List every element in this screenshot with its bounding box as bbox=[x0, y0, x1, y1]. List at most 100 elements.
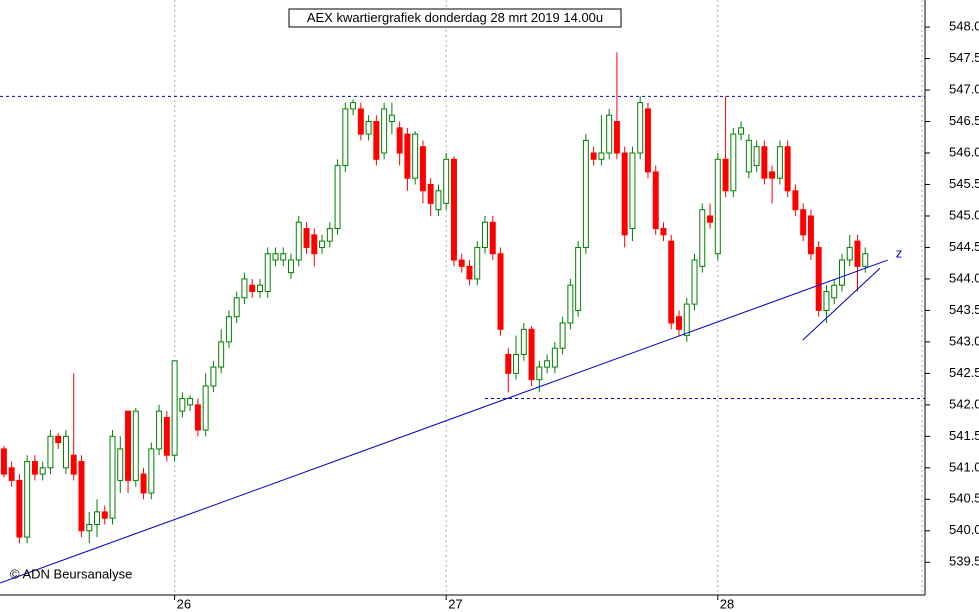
candle-body bbox=[544, 360, 551, 368]
candle-body bbox=[350, 102, 357, 110]
candle-body bbox=[55, 435, 62, 444]
candle-body bbox=[39, 467, 46, 475]
y-tick-label: 544.5 bbox=[949, 239, 979, 254]
candle-body bbox=[16, 479, 23, 538]
candle-body bbox=[567, 284, 574, 324]
candle-body bbox=[505, 353, 512, 374]
candle-body bbox=[171, 360, 178, 456]
candle-body bbox=[288, 259, 294, 274]
candle-body bbox=[644, 108, 651, 173]
candle-body bbox=[272, 253, 279, 261]
candle-body bbox=[210, 366, 217, 387]
source: © ADN Beursanalyse bbox=[10, 566, 132, 581]
candle-body bbox=[807, 215, 814, 255]
candle-body bbox=[24, 461, 31, 538]
candle-body bbox=[256, 284, 263, 293]
candle-body bbox=[753, 146, 760, 167]
candle-body bbox=[722, 158, 729, 192]
candle-body bbox=[125, 410, 132, 481]
candle-body bbox=[497, 253, 504, 330]
candle-body bbox=[489, 221, 496, 255]
y-tick-label: 539.5 bbox=[949, 554, 979, 569]
candle-body bbox=[427, 183, 434, 204]
candle-body bbox=[482, 221, 488, 248]
y-tick-label: 540.5 bbox=[949, 491, 979, 506]
candle-body bbox=[70, 454, 77, 475]
trend-line bbox=[0, 259, 888, 584]
candle-body bbox=[94, 511, 100, 525]
candle-body bbox=[396, 127, 403, 154]
candle-body bbox=[466, 265, 473, 280]
candle-body bbox=[443, 158, 450, 204]
candle-body bbox=[86, 523, 93, 532]
candle-body bbox=[47, 435, 54, 469]
trend-line bbox=[802, 267, 881, 341]
candle-body bbox=[319, 240, 326, 248]
candle-body bbox=[373, 121, 380, 160]
candle-body bbox=[621, 152, 628, 236]
candle-body bbox=[582, 139, 589, 248]
candle-body bbox=[776, 146, 783, 179]
candle-body bbox=[800, 209, 807, 236]
candle-body bbox=[303, 228, 310, 248]
x-tick-label: 28 bbox=[720, 596, 734, 611]
candle-body bbox=[225, 316, 232, 343]
plot-area bbox=[0, 0, 925, 595]
candle-body bbox=[714, 158, 721, 255]
candle-body bbox=[691, 259, 698, 305]
y-tick-label: 542.5 bbox=[949, 365, 979, 380]
chart-title: AEX kwartiergrafiek donderdag 28 mrt 201… bbox=[307, 10, 603, 25]
candle-body bbox=[683, 303, 690, 337]
candle-body bbox=[815, 246, 822, 311]
candle-body bbox=[218, 341, 225, 368]
candle-body bbox=[629, 152, 636, 230]
candle-body bbox=[109, 435, 116, 519]
candle-body bbox=[854, 240, 861, 267]
y-tick-label: 543.0 bbox=[949, 333, 979, 348]
candle-body bbox=[187, 398, 194, 406]
y-tick-label: 541.0 bbox=[949, 459, 979, 474]
y-tick-label: 547.0 bbox=[949, 81, 979, 96]
y-tick-label: 545.0 bbox=[949, 207, 979, 222]
candle-body bbox=[0, 448, 7, 475]
candle-body bbox=[590, 152, 597, 160]
candle-body bbox=[388, 114, 395, 123]
candle-body bbox=[163, 416, 170, 456]
y-tick-label: 542.0 bbox=[949, 396, 979, 411]
candle-body bbox=[528, 328, 535, 381]
y-tick-label: 546.0 bbox=[949, 144, 979, 159]
candle-body bbox=[738, 127, 745, 135]
candle-body bbox=[559, 322, 566, 349]
candle-body bbox=[140, 473, 147, 494]
candle-body bbox=[846, 246, 853, 261]
candle-body bbox=[62, 435, 69, 469]
candle-body bbox=[761, 146, 768, 179]
candle-body bbox=[117, 448, 124, 481]
candle-body bbox=[179, 398, 186, 412]
candle-body bbox=[295, 221, 302, 261]
candle-body bbox=[458, 259, 465, 267]
candle-body bbox=[404, 133, 411, 179]
candle-body bbox=[419, 146, 426, 192]
candle-body bbox=[707, 215, 714, 223]
annotation: z bbox=[896, 245, 903, 260]
candle-body bbox=[637, 102, 644, 154]
candle-body bbox=[575, 246, 582, 311]
candle-body bbox=[613, 121, 620, 154]
candle-body bbox=[202, 385, 209, 431]
candle-body bbox=[241, 278, 248, 299]
candle-body bbox=[823, 291, 830, 311]
candle-body bbox=[233, 297, 240, 318]
candle-body bbox=[699, 209, 706, 267]
y-tick-label: 541.5 bbox=[949, 428, 979, 443]
candle-body bbox=[342, 108, 349, 167]
candle-body bbox=[474, 246, 481, 280]
candle-body bbox=[668, 240, 675, 324]
candle-body bbox=[357, 108, 364, 135]
candle-body bbox=[311, 234, 318, 255]
candle-body bbox=[838, 259, 845, 286]
candle-body bbox=[249, 284, 256, 293]
x-tick-label: 27 bbox=[448, 596, 462, 611]
y-tick-label: 543.5 bbox=[949, 302, 979, 317]
candle-body bbox=[660, 228, 667, 236]
